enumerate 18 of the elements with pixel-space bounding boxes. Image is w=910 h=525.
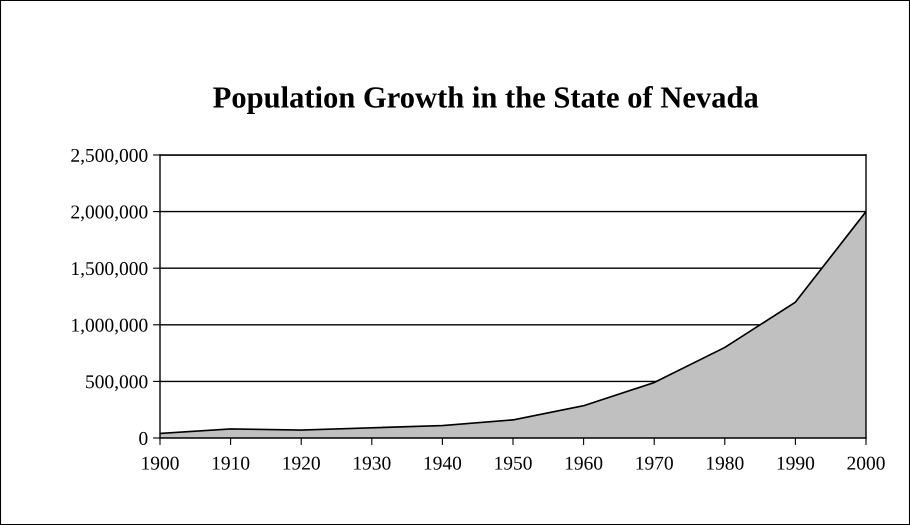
y-tick-label: 0	[139, 432, 148, 445]
y-tick-label: 2,000,000	[71, 205, 148, 222]
x-tick-label: 1930	[354, 456, 391, 470]
x-tick-label: 2000	[847, 456, 885, 470]
chart-title: Population Growth in the State of Nevada	[213, 86, 758, 114]
y-tick-label: 1,000,000	[72, 318, 148, 335]
x-tick-label: 1980	[707, 456, 744, 470]
x-tick-label: 1910	[212, 456, 250, 470]
x-tick-label: 1920	[283, 456, 320, 470]
y-tick-label: 500,000	[86, 375, 148, 392]
x-tick-label: 1960	[566, 456, 602, 470]
y-tick-label: 1,500,000	[72, 262, 148, 278]
x-tick-label: 1950	[495, 456, 532, 470]
x-tick-label: 1990	[778, 456, 814, 470]
y-tick-label: 2,500,000	[71, 148, 148, 165]
x-tick-label: 1940	[424, 456, 462, 470]
x-tick-label: 1900	[142, 456, 179, 470]
x-tick-label: 1970	[636, 456, 673, 470]
